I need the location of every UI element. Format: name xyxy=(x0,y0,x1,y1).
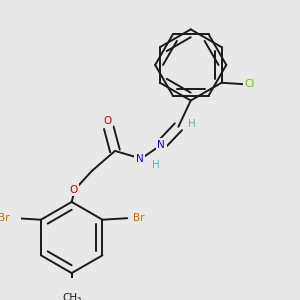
Text: O: O xyxy=(70,184,78,195)
Text: N: N xyxy=(136,154,144,164)
Text: H: H xyxy=(152,160,160,170)
Text: Br: Br xyxy=(134,213,145,223)
Text: Br: Br xyxy=(0,213,10,223)
Text: N: N xyxy=(158,140,165,150)
Text: O: O xyxy=(103,116,111,126)
Text: CH₃: CH₃ xyxy=(62,293,81,300)
Text: Cl: Cl xyxy=(244,79,255,89)
Text: H: H xyxy=(188,119,196,129)
